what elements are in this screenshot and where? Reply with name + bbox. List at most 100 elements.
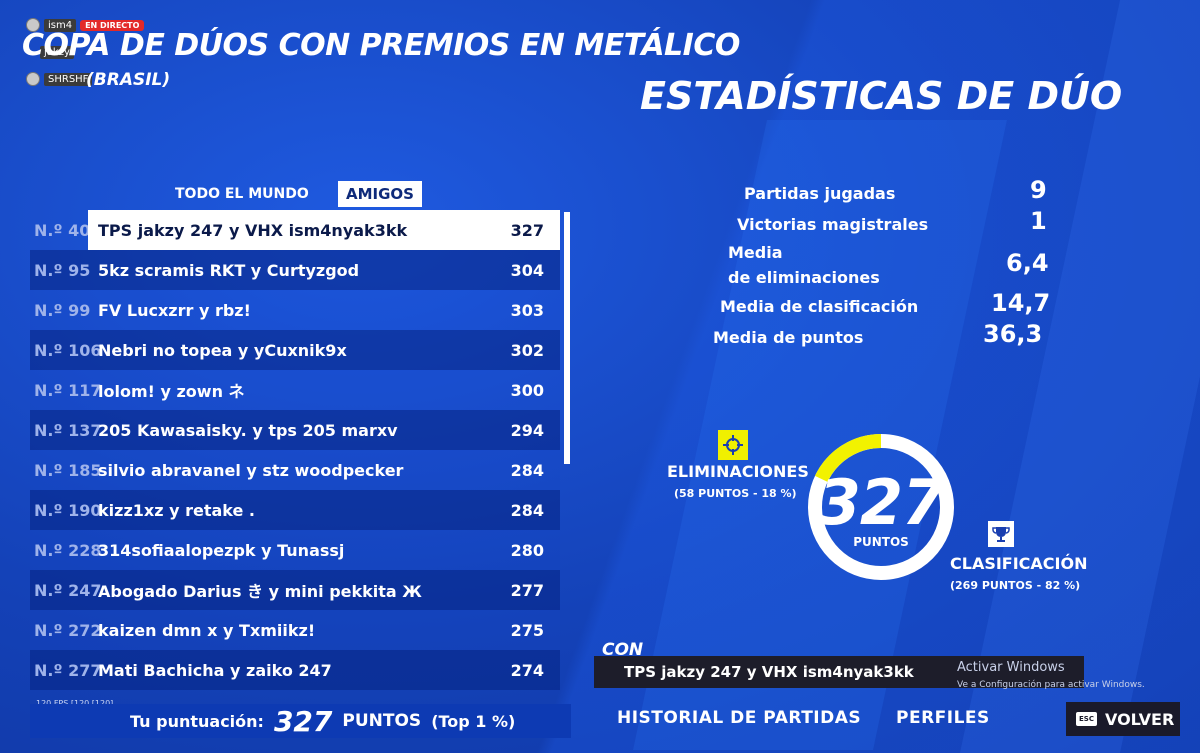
leaderboard-row[interactable]: N.º 277 Mati Bachicha y zaiko 247 274	[30, 650, 560, 690]
row-score: 304	[510, 260, 544, 280]
row-team: Abogado Darius き y mini pekkita Ж	[98, 582, 422, 601]
partner-team-name: TPS jakzy 247 y VHX ism4nyak3kk	[624, 663, 914, 681]
total-points-value: 327	[817, 466, 945, 539]
score-value: 327	[273, 704, 333, 738]
row-rank: N.º 190	[34, 500, 102, 520]
row-score: 284	[510, 500, 544, 520]
leaderboard-row[interactable]: N.º 117 lolom! y zown ネ 300	[30, 370, 560, 410]
row-team: 314sofiaalopezpk y Tunassj	[98, 540, 345, 560]
row-score: 303	[510, 300, 544, 320]
stat-value-avg-elims: 6,4	[1006, 249, 1049, 277]
row-rank: N.º 228	[34, 540, 102, 560]
tab-world[interactable]: TODO EL MUNDO	[175, 186, 309, 202]
esc-key-icon: ESC	[1076, 712, 1097, 726]
overlay-username: ism4	[44, 18, 77, 32]
your-score-bar: Tu puntuación: 327 PUNTOS (Top 1 %)	[30, 704, 571, 738]
row-score: 277	[510, 580, 544, 600]
total-points-unit: PUNTOS	[853, 535, 909, 549]
selection-highlight	[88, 210, 560, 250]
stat-value-victories: 1	[1030, 207, 1047, 235]
leaderboard-row[interactable]: N.º 106 Nebri no topea y yCuxnik9x 302	[30, 330, 560, 370]
leaderboard-scrollbar[interactable]	[564, 212, 570, 464]
donut-center: 327 PUNTOS	[806, 466, 956, 549]
page-title: COPA DE DÚOS CON PREMIOS EN METÁLICO	[22, 28, 740, 63]
overlay-user-3: SHRSHF	[26, 72, 93, 86]
stat-label-avg-placement: Media de clasificación	[720, 297, 919, 316]
match-history-button[interactable]: HISTORIAL DE PARTIDAS	[617, 708, 862, 728]
overlay-user-1: ism4 EN DIRECTO	[26, 18, 145, 32]
row-rank: N.º 40	[34, 220, 91, 240]
donut-eliminations-segment	[814, 434, 882, 483]
row-team: 5kz scramis RKT y Curtyzgod	[98, 260, 360, 280]
placement-title: CLASIFICACIÓN	[950, 554, 1088, 573]
row-score: 284	[510, 460, 544, 480]
row-rank: N.º 99	[34, 300, 91, 320]
row-rank: N.º 272	[34, 620, 102, 640]
row-team: kizz1xz y retake .	[98, 500, 255, 520]
row-team: FV Lucxzrr y rbz!	[98, 300, 251, 320]
leaderboard-row[interactable]: N.º 40 TPS jakzy 247 y VHX ism4nyak3kk 3…	[30, 210, 560, 250]
stat-value-avg-points: 36,3	[983, 320, 1043, 348]
stat-value-matches: 9	[1030, 176, 1047, 204]
windows-activation-subtitle: Ve a Configuración para activar Windows.	[957, 680, 1145, 690]
row-team: TPS jakzy 247 y VHX ism4nyak3kk	[98, 220, 408, 240]
row-team: 205 Kawasaisky. y tps 205 marxv	[98, 420, 398, 440]
score-label: Tu puntuación:	[130, 711, 264, 731]
partner-team-box: TPS jakzy 247 y VHX ism4nyak3kk	[594, 656, 1084, 688]
row-score: 327	[510, 220, 544, 240]
back-label: VOLVER	[1104, 709, 1175, 729]
windows-activation-title: Activar Windows	[957, 660, 1065, 675]
leaderboard-row[interactable]: N.º 137 205 Kawasaisky. y tps 205 marxv …	[30, 410, 560, 450]
row-rank: N.º 137	[34, 420, 102, 440]
row-rank: N.º 277	[34, 660, 102, 680]
leaderboard-row[interactable]: N.º 272 kaizen dmn x y Txmiikz! 275	[30, 610, 560, 650]
back-button[interactable]: ESC VOLVER	[1066, 702, 1180, 736]
overlay-username: SHRSHF	[44, 72, 93, 86]
stats-title: ESTADÍSTICAS DE DÚO	[640, 74, 1123, 118]
stat-label-avg-points: Media de puntos	[713, 328, 864, 347]
leaderboard-row[interactable]: N.º 185 silvio abravanel y stz woodpecke…	[30, 450, 560, 490]
overlay-user-2: jakzy	[40, 46, 74, 59]
trophy-icon	[988, 521, 1014, 547]
avatar	[26, 72, 40, 86]
stat-value-avg-placement: 14,7	[991, 289, 1051, 317]
row-score: 300	[510, 380, 544, 400]
row-rank: N.º 185	[34, 460, 102, 480]
placement-subtitle: (269 PUNTOS - 82 %)	[950, 579, 1081, 592]
row-team: silvio abravanel y stz woodpecker	[98, 460, 404, 480]
row-rank: N.º 106	[34, 340, 102, 360]
partner-label: CON	[602, 640, 644, 660]
eliminations-title: ELIMINACIONES	[667, 462, 809, 481]
live-badge: EN DIRECTO	[80, 19, 145, 31]
profiles-button[interactable]: PERFILES	[896, 708, 990, 728]
leaderboard-row[interactable]: N.º 95 5kz scramis RKT y Curtyzgod 304	[30, 250, 560, 290]
leaderboard-row[interactable]: N.º 247 Abogado Darius き y mini pekkita …	[30, 570, 560, 610]
row-rank: N.º 247	[34, 580, 102, 600]
avatar	[26, 18, 40, 32]
stat-label-matches: Partidas jugadas	[744, 184, 896, 203]
leaderboard-row[interactable]: N.º 190 kizz1xz y retake . 284	[30, 490, 560, 530]
row-score: 274	[510, 660, 544, 680]
row-score: 280	[510, 540, 544, 560]
overlay-username: jakzy	[40, 46, 74, 59]
row-team: Nebri no topea y yCuxnik9x	[98, 340, 347, 360]
eliminations-subtitle: (58 PUNTOS - 18 %)	[674, 487, 797, 500]
row-team: kaizen dmn x y Txmiikz!	[98, 620, 316, 640]
fps-overlay: 120 FPS [120 [120]	[36, 699, 113, 708]
row-rank: N.º 95	[34, 260, 91, 280]
tab-friends[interactable]: AMIGOS	[338, 181, 422, 207]
row-rank: N.º 117	[34, 380, 102, 400]
stat-label-avg-elims: Media	[728, 243, 783, 262]
row-score: 302	[510, 340, 544, 360]
score-top-percent: (Top 1 %)	[431, 711, 516, 731]
stat-label-victories: Victorias magistrales	[737, 215, 929, 234]
stat-label-avg-elims-2: de eliminaciones	[728, 268, 880, 287]
page-subtitle: (BRASIL)	[86, 70, 171, 90]
crosshair-icon	[718, 430, 748, 460]
leaderboard-row[interactable]: N.º 228 314sofiaalopezpk y Tunassj 280	[30, 530, 560, 570]
leaderboard-row[interactable]: N.º 99 FV Lucxzrr y rbz! 303	[30, 290, 560, 330]
row-score: 275	[510, 620, 544, 640]
row-team: lolom! y zown ネ	[98, 382, 245, 401]
points-donut-chart	[808, 434, 954, 580]
